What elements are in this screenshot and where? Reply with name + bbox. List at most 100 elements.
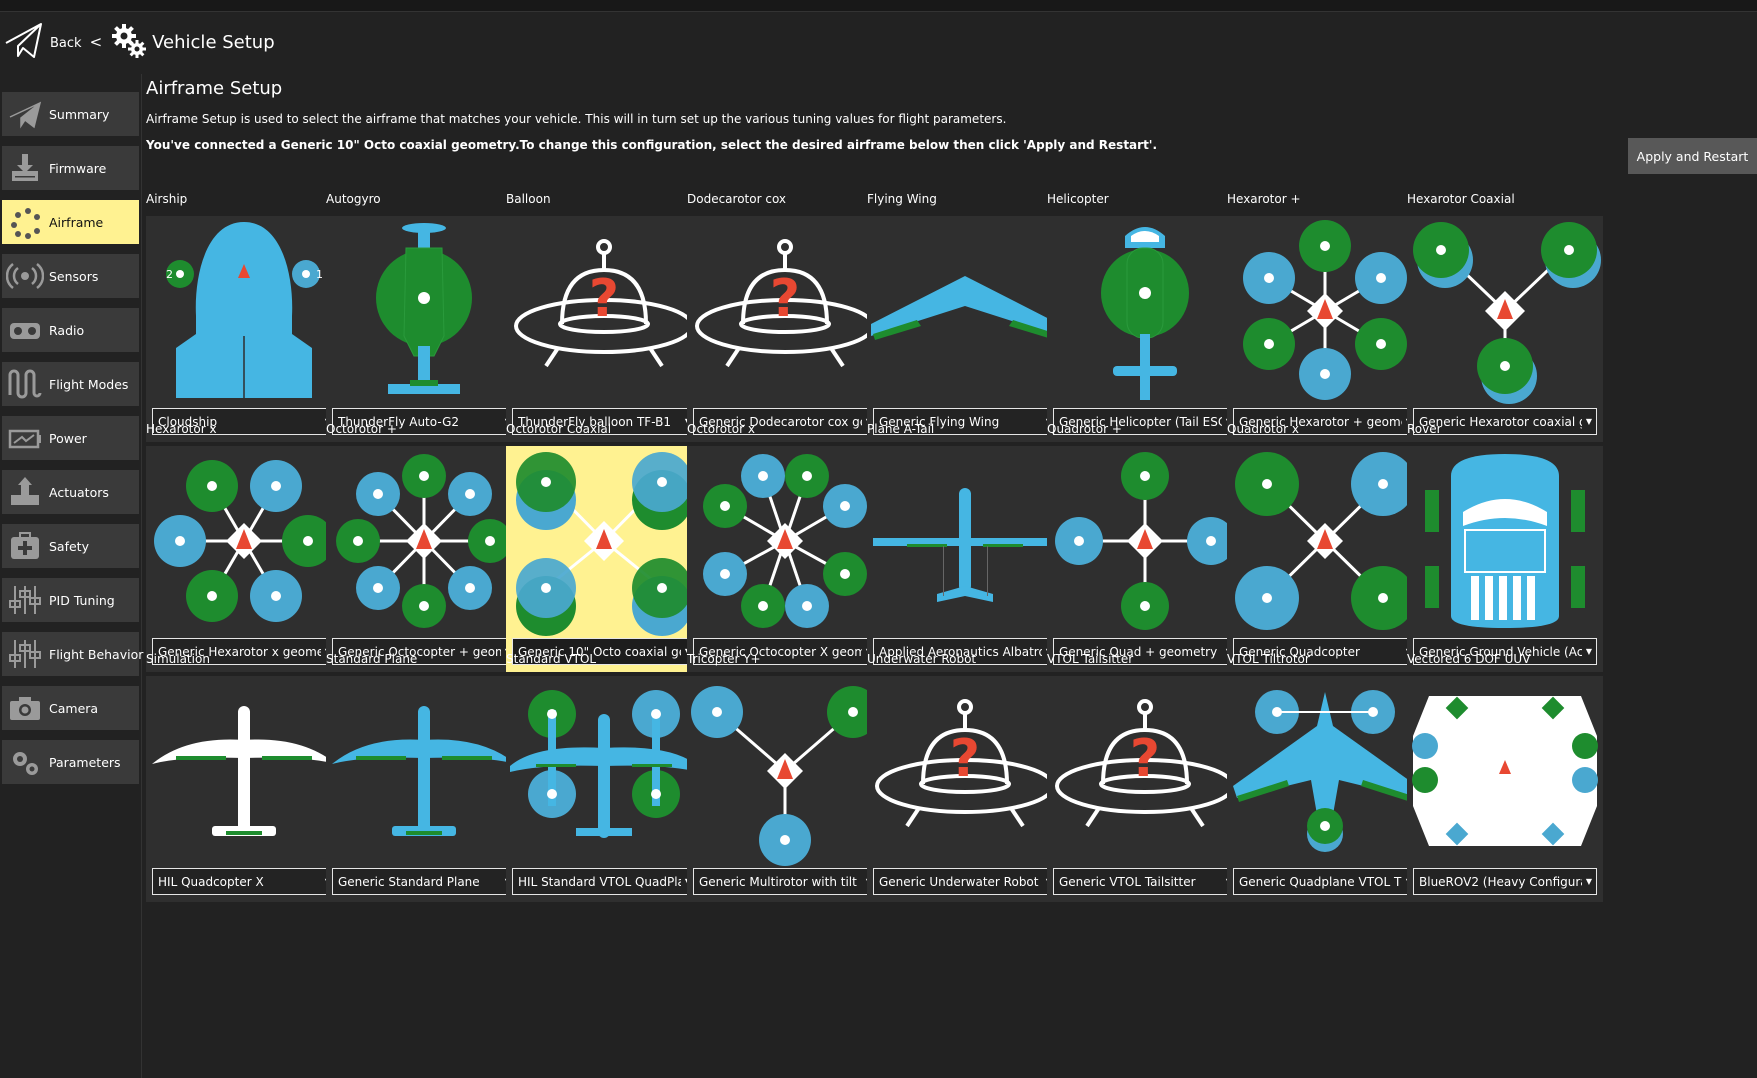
airframe-group-label: Quadrotor x xyxy=(1227,422,1299,436)
svg-text:?: ? xyxy=(950,729,980,789)
airframe-tile-vectored-6-dof-uuv[interactable]: BlueROV2 (Heavy Configuration)▼ xyxy=(1407,676,1603,902)
airframe-model-select[interactable]: Generic Dodecarotor cox geometr▼ xyxy=(693,408,877,435)
airframe-tile-standard-plane[interactable]: Generic Standard Plane▼ xyxy=(326,676,522,902)
paper-plane-icon[interactable] xyxy=(4,21,44,61)
airframe-vtol-image xyxy=(510,690,698,838)
airframe-model-select[interactable]: Generic Quad + geometry▼ xyxy=(1053,638,1237,665)
airframe-atail-image xyxy=(873,488,1057,602)
airframe-tile-octorotor-x[interactable]: Generic Octocopter X geometry▼ xyxy=(687,446,883,672)
airframe-model-value: Generic Octocopter X geometry xyxy=(699,644,862,659)
airframe-model-select[interactable]: Generic Hexarotor x geometry▼ xyxy=(152,638,336,665)
camera-icon xyxy=(10,697,40,720)
airframe-tile-autogyro[interactable]: ThunderFly Auto-G2▼ xyxy=(326,216,522,442)
airframe-model-select[interactable]: Generic 10" Octo coaxial geome▼ xyxy=(512,638,696,665)
airframe-model-select[interactable]: Generic Ground Vehicle (Ackerma▼ xyxy=(1413,638,1597,665)
sidebar-item-camera[interactable]: Camera xyxy=(2,686,139,730)
sidebar-item-parameters[interactable]: Parameters xyxy=(2,740,139,784)
airframe-model-select[interactable]: Generic Standard Plane▼ xyxy=(332,868,516,895)
airframe-tile-plane-a-tail[interactable]: Applied Aeronautics Albatross▼ xyxy=(867,446,1063,672)
airframe-tile-rover[interactable]: Generic Ground Vehicle (Ackerma▼ xyxy=(1407,446,1603,672)
svg-text:1: 1 xyxy=(316,268,323,281)
airframe-tile-octorotor-coaxial[interactable]: Generic 10" Octo coaxial geome▼ xyxy=(506,446,702,672)
airframe-model-select[interactable]: Generic Underwater Robot▼ xyxy=(873,868,1057,895)
airframe-wing-image xyxy=(871,276,1059,340)
svg-text:?: ? xyxy=(1130,729,1160,789)
breadcrumb-separator: < xyxy=(89,33,103,51)
airframe-tile-simulation[interactable]: HIL Quadcopter X▼ xyxy=(146,676,342,902)
first-aid-icon xyxy=(11,532,39,559)
airframe-tile-hexarotor[interactable]: Generic Hexarotor + geometry▼ xyxy=(1227,216,1423,442)
chevron-down-icon: ▼ xyxy=(1585,877,1593,886)
sidebar-item-radio[interactable]: Radio xyxy=(2,308,139,352)
sidebar-item-airframe[interactable]: Airframe xyxy=(2,200,139,244)
airframe-rover-image xyxy=(1425,454,1585,628)
airframe-tile-dodecarotor-cox[interactable]: ? Generic Dodecarotor cox geometr▼ xyxy=(687,216,883,442)
sidebar-item-power[interactable]: Power xyxy=(2,416,139,460)
airframe-model-value: Generic Quadcopter xyxy=(1239,644,1360,659)
airframe-model-value: Cloudship xyxy=(158,414,218,429)
svg-text:?: ? xyxy=(589,269,619,329)
airframe-model-select[interactable]: Generic Quadcopter▼ xyxy=(1233,638,1417,665)
page-title: Vehicle Setup xyxy=(152,31,275,53)
airframe-model-select[interactable]: Generic Helicopter (Tail ESC)▼ xyxy=(1053,408,1237,435)
sidebar-item-flight-behavior[interactable]: Flight Behavior xyxy=(2,632,143,676)
apply-and-restart-button[interactable]: Apply and Restart xyxy=(1628,138,1757,174)
airframe-tricoax-image xyxy=(1413,222,1601,404)
airframe-tile-standard-vtol[interactable]: HIL Standard VTOL QuadPlane▼ xyxy=(506,676,702,902)
sidebar-item-safety[interactable]: Safety xyxy=(2,524,139,568)
airframe-octocoax-image xyxy=(516,452,692,636)
airframe-tile-helicopter[interactable]: Generic Helicopter (Tail ESC)▼ xyxy=(1047,216,1243,442)
sidebar-item-actuators[interactable]: Actuators xyxy=(2,470,139,514)
airframe-group-label: Airship xyxy=(146,192,188,206)
airframe-model-value: Applied Aeronautics Albatross xyxy=(879,644,1042,659)
airframe-tile-hexarotor-x[interactable]: Generic Hexarotor x geometry▼ xyxy=(146,446,342,672)
sidebar-item-sensors[interactable]: Sensors xyxy=(2,254,139,298)
airframe-tile-quadrotor-x[interactable]: Generic Quadcopter▼ xyxy=(1227,446,1423,672)
airframe-heli-image xyxy=(1101,227,1189,400)
airframe-model-select[interactable]: Generic Octocopter + geometry▼ xyxy=(332,638,516,665)
airframe-model-select[interactable]: Generic VTOL Tailsitter▼ xyxy=(1053,868,1237,895)
airframe-tile-underwater-robot[interactable]: ? Generic Underwater Robot▼ xyxy=(867,676,1063,902)
airframe-tile-vtol-tailsitter[interactable]: ? Generic VTOL Tailsitter▼ xyxy=(1047,676,1243,902)
airframe-tile-flying-wing[interactable]: Generic Flying Wing▼ xyxy=(867,216,1063,442)
airframe-octox-image xyxy=(703,454,867,628)
sidebar-item-label: Sensors xyxy=(49,268,99,284)
airframe-model-select[interactable]: Applied Aeronautics Albatross▼ xyxy=(873,638,1057,665)
sidebar-item-label: Flight Modes xyxy=(49,376,129,392)
airframe-model-select[interactable]: Cloudship▼ xyxy=(152,408,336,435)
sidebar-item-pid-tuning[interactable]: PID Tuning xyxy=(2,578,139,622)
sidebar-item-flight-modes[interactable]: Flight Modes xyxy=(2,362,139,406)
airframe-model-select[interactable]: Generic Octocopter X geometry▼ xyxy=(693,638,877,665)
svg-text:2: 2 xyxy=(166,268,173,281)
svg-text:?: ? xyxy=(770,269,800,329)
airframe-model-select[interactable]: Generic Multirotor with tilt▼ xyxy=(693,868,877,895)
sidebar-item-label: Parameters xyxy=(49,754,121,770)
airframe-model-select[interactable]: ThunderFly balloon TF-B1▼ xyxy=(512,408,696,435)
airframe-model-value: HIL Standard VTOL QuadPlane xyxy=(518,874,681,889)
back-button[interactable]: Back xyxy=(50,35,82,51)
sidebar-item-firmware[interactable]: Firmware xyxy=(2,146,139,190)
sidebar-item-summary[interactable]: Summary xyxy=(2,92,139,136)
airframe-tile-vtol-tiltrotor[interactable]: Generic Quadplane VTOL Tiltrotor▼ xyxy=(1227,676,1423,902)
airframe-model-select[interactable]: Generic Hexarotor coaxial geome▼ xyxy=(1413,408,1597,435)
sidebar-item-label: Actuators xyxy=(49,484,109,500)
airframe-model-select[interactable]: ThunderFly Auto-G2▼ xyxy=(332,408,516,435)
airframe-tile-quadrotor[interactable]: Generic Quad + geometry▼ xyxy=(1047,446,1243,672)
sidebar-item-label: PID Tuning xyxy=(49,592,115,608)
airframe-tile-hexarotor-coaxial[interactable]: Generic Hexarotor coaxial geome▼ xyxy=(1407,216,1603,442)
airframe-tile-tricopter-y[interactable]: Generic Multirotor with tilt▼ xyxy=(687,676,883,902)
sidebar-item-label: Camera xyxy=(49,700,99,716)
airframe-model-value: Generic Hexarotor + geometry xyxy=(1239,414,1402,429)
airframe-model-select[interactable]: Generic Flying Wing▼ xyxy=(873,408,1057,435)
airframe-model-value: Generic Hexarotor x geometry xyxy=(158,644,321,659)
airframe-model-select[interactable]: HIL Quadcopter X▼ xyxy=(152,868,336,895)
airframe-model-select[interactable]: HIL Standard VTOL QuadPlane▼ xyxy=(512,868,696,895)
airframe-model-select[interactable]: BlueROV2 (Heavy Configuration)▼ xyxy=(1413,868,1597,895)
airframe-model-value: Generic Multirotor with tilt xyxy=(699,874,857,889)
airframe-tile-octorotor[interactable]: Generic Octocopter + geometry▼ xyxy=(326,446,522,672)
airframe-model-select[interactable]: Generic Quadplane VTOL Tiltrotor▼ xyxy=(1233,868,1417,895)
airframe-tile-balloon[interactable]: ? ThunderFly balloon TF-B1▼ xyxy=(506,216,702,442)
sidebar-item-label: Summary xyxy=(49,106,110,122)
